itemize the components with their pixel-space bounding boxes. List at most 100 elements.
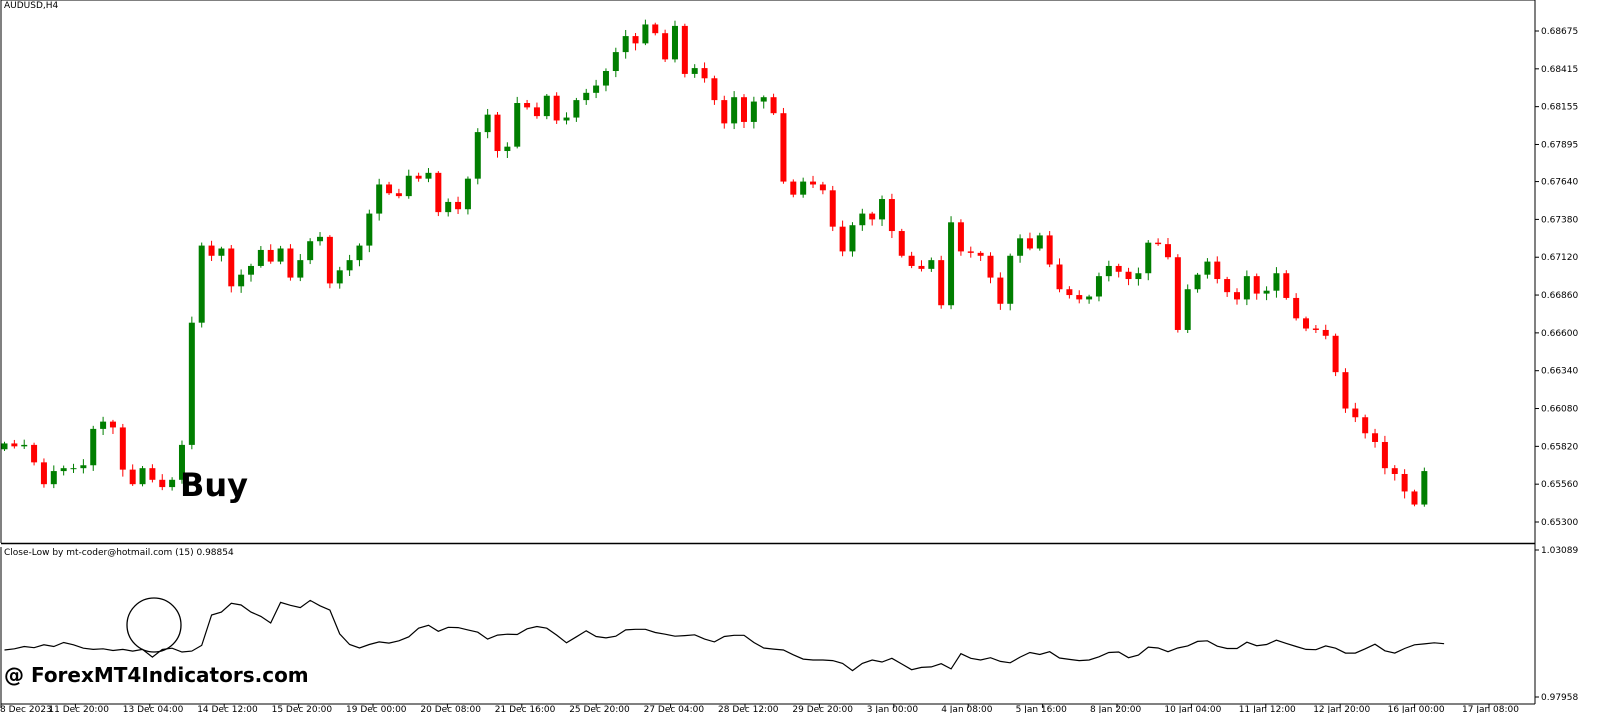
price-tick-label: 0.67120 bbox=[1541, 253, 1578, 263]
candle bbox=[287, 244, 294, 281]
candle bbox=[356, 243, 363, 267]
candle bbox=[1234, 288, 1240, 305]
candle bbox=[563, 112, 570, 125]
candle bbox=[997, 272, 1004, 310]
price-tick-label: 0.66600 bbox=[1541, 329, 1578, 339]
candle bbox=[178, 440, 185, 484]
candle bbox=[888, 193, 895, 239]
price-tick-label: 0.67380 bbox=[1541, 215, 1578, 225]
candle bbox=[632, 33, 639, 51]
candle bbox=[1381, 435, 1388, 475]
time-tick-label: 4 Jan 08:00 bbox=[941, 705, 993, 713]
candle bbox=[1312, 325, 1319, 334]
candle bbox=[1046, 231, 1053, 268]
time-tick-label: 29 Dec 20:00 bbox=[792, 705, 853, 713]
candle bbox=[1095, 272, 1102, 302]
time-tick-label: 20 Dec 08:00 bbox=[420, 705, 481, 713]
candle bbox=[425, 168, 432, 183]
candle bbox=[494, 112, 501, 158]
candle bbox=[405, 169, 412, 199]
candle bbox=[731, 91, 738, 130]
candle bbox=[1322, 324, 1329, 340]
candle bbox=[721, 95, 728, 129]
signal-circle bbox=[126, 597, 182, 653]
candle bbox=[859, 208, 866, 231]
price-tick-label: 0.68415 bbox=[1541, 65, 1578, 75]
price-tick-label: 0.65820 bbox=[1541, 442, 1578, 452]
candle bbox=[1283, 270, 1290, 300]
candle bbox=[957, 219, 964, 256]
candle bbox=[1421, 467, 1428, 507]
candle bbox=[1243, 270, 1250, 306]
candle bbox=[1066, 286, 1073, 299]
time-tick-label: 17 Jan 08:00 bbox=[1462, 705, 1519, 713]
candle bbox=[60, 465, 67, 476]
candle bbox=[987, 252, 994, 284]
candle bbox=[169, 477, 176, 491]
time-tick-label: 10 Jan 04:00 bbox=[1164, 705, 1221, 713]
time-tick-label: 13 Dec 04:00 bbox=[123, 705, 184, 713]
price-tick-label: 0.66860 bbox=[1541, 291, 1578, 301]
price-tick-label: 0.66340 bbox=[1541, 367, 1578, 377]
candle bbox=[366, 209, 373, 253]
price-axis: 0.68675 0.68415 0.68155 0.67895 0.67640 0.673… bbox=[1535, 27, 1578, 528]
time-tick-label: 11 Dec 20:00 bbox=[48, 705, 109, 713]
candle bbox=[1017, 234, 1024, 263]
candle bbox=[790, 179, 797, 198]
candle bbox=[415, 172, 422, 182]
time-tick-label: 3 Jan 00:00 bbox=[867, 705, 919, 713]
candle bbox=[129, 464, 136, 486]
candle bbox=[109, 419, 116, 434]
candle bbox=[218, 246, 225, 262]
candle bbox=[1184, 284, 1191, 334]
price-pane: 0.68675 0.68415 0.68155 0.67895 0.67640 0.673… bbox=[0, 0, 1578, 705]
candle bbox=[1125, 267, 1132, 286]
candle bbox=[307, 238, 314, 265]
candle bbox=[1214, 256, 1221, 284]
candle bbox=[760, 95, 767, 109]
time-tick-label: 14 Dec 12:00 bbox=[197, 705, 258, 713]
time-tick-label: 8 Dec 2023 bbox=[0, 705, 52, 713]
candle bbox=[11, 439, 18, 449]
candle bbox=[395, 188, 402, 199]
candle bbox=[336, 266, 343, 289]
candle bbox=[691, 64, 698, 78]
candle bbox=[602, 68, 609, 92]
candle bbox=[1056, 258, 1063, 293]
candle bbox=[31, 442, 38, 466]
candle bbox=[928, 257, 935, 272]
candle bbox=[879, 195, 886, 226]
candle bbox=[1332, 333, 1339, 377]
time-tick-label: 16 Jan 00:00 bbox=[1388, 705, 1445, 713]
candle bbox=[139, 465, 146, 487]
candle bbox=[524, 99, 531, 110]
time-tick-label: 19 Dec 00:00 bbox=[346, 705, 407, 713]
candle bbox=[238, 269, 245, 293]
candle bbox=[346, 254, 353, 276]
candle bbox=[1, 441, 8, 452]
indicator-tick-label: 1.03089 bbox=[1541, 546, 1578, 556]
candle bbox=[819, 181, 826, 195]
candle bbox=[504, 142, 511, 159]
candle bbox=[455, 196, 462, 215]
candle bbox=[257, 246, 264, 268]
candle bbox=[1362, 414, 1369, 439]
candle bbox=[317, 232, 324, 246]
candle bbox=[898, 228, 905, 258]
candle bbox=[70, 463, 77, 473]
candle bbox=[1135, 267, 1142, 286]
candle bbox=[553, 92, 560, 124]
candle bbox=[100, 416, 107, 436]
candle bbox=[21, 439, 28, 449]
candle bbox=[908, 251, 915, 269]
price-tick-label: 0.65300 bbox=[1541, 518, 1578, 528]
candle bbox=[297, 254, 304, 282]
candle bbox=[612, 47, 619, 78]
candle bbox=[80, 459, 87, 474]
time-tick-label: 15 Dec 20:00 bbox=[272, 705, 333, 713]
candle bbox=[1194, 272, 1201, 293]
candle bbox=[248, 263, 254, 282]
candle bbox=[810, 175, 817, 188]
candle bbox=[1174, 254, 1181, 333]
